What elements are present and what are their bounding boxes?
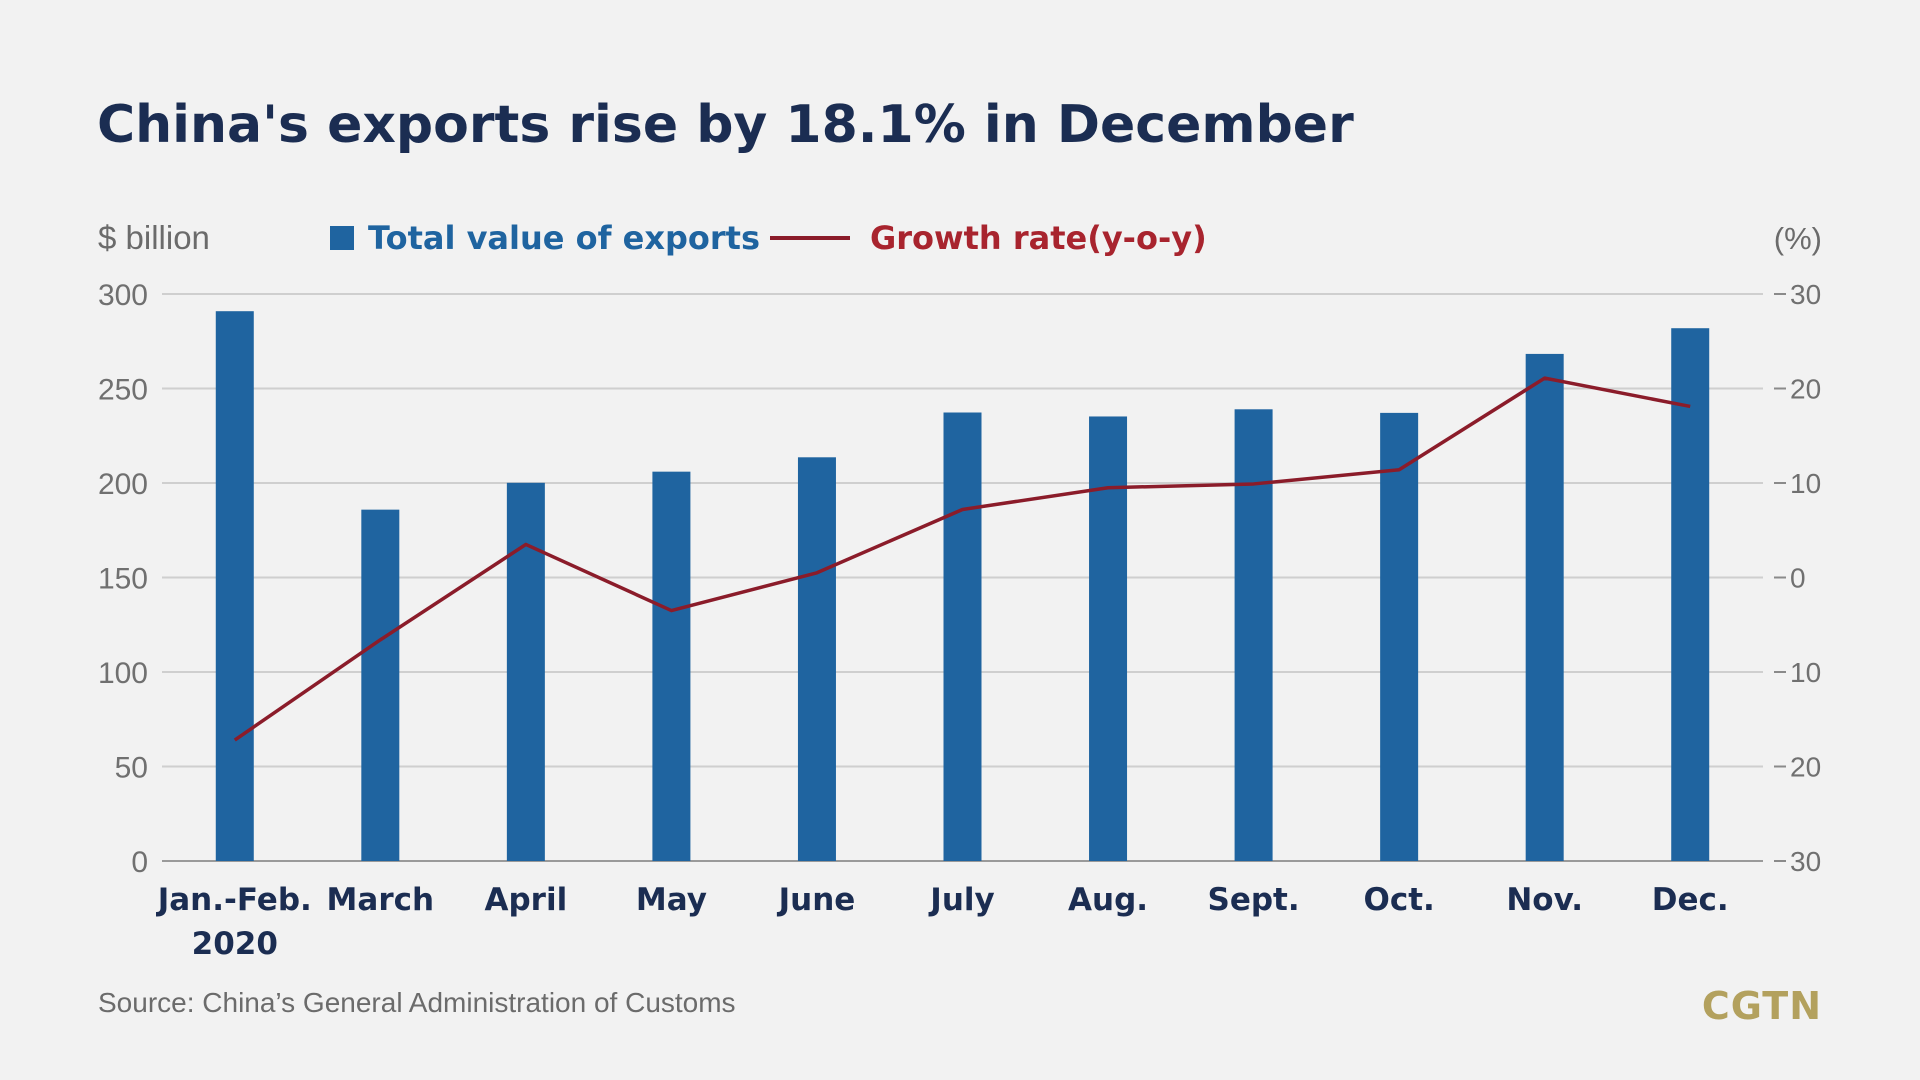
y2-tick-label-right: 20 [1790,374,1821,405]
x-tick-label: July [928,882,994,918]
x-tick-label: Aug. [1068,882,1148,918]
x-tick-label: May [636,882,707,918]
bar-0 [215,311,254,862]
y-tick-label-left: 50 [115,752,148,785]
x-tick-label: Jan.-Feb. 2020 [156,882,312,962]
bar-2 [506,482,545,861]
y2-tick-label-right: 30 [1790,846,1821,877]
x-tick-label: Dec. [1652,882,1729,918]
legend-label-growth: Growth rate(y-o-y) [870,219,1207,257]
bar-3 [652,471,691,861]
y2-tick-label-right: 10 [1790,468,1821,499]
bar-5 [943,412,982,861]
right-axis-unit: (%) [1773,221,1822,256]
y-tick-label-left: 100 [98,657,148,690]
y-tick-label-left: 150 [98,563,148,596]
y2-tick-label-right: 20 [1790,752,1821,783]
x-tick-label: Sept. [1208,882,1300,918]
legend-item-growth: Growth rate(y-o-y) [770,218,1207,258]
x-tick-label: Nov. [1506,882,1583,918]
bar-4 [797,457,836,861]
legend-label-exports: Total value of exports [368,219,761,257]
y2-tick-label-right: 30 [1790,279,1821,310]
x-tick-label: March [327,882,435,918]
bar-9 [1525,353,1564,861]
x-tick-label: April [484,882,567,918]
chart-title: China's exports rise by 18.1% in Decembe… [97,95,1354,155]
x-tick-label: Oct. [1363,882,1434,918]
bar-8 [1380,412,1419,861]
cgtn-logo: CGTN [1701,984,1822,1028]
y-tick-label-left: 0 [131,846,148,879]
y-tick-label-left: 300 [98,279,148,312]
y-tick-label-left: 200 [98,468,148,501]
y2-tick-label-right: 0 [1790,563,1806,594]
bar-7 [1234,409,1273,861]
bar-6 [1089,416,1128,861]
x-tick-label: June [777,882,856,918]
source-note: Source: China’s General Administration o… [98,987,736,1018]
legend-swatch-line [770,236,850,240]
y-tick-label-left: 250 [98,374,148,407]
legend-item-exports: Total value of exports [330,218,760,258]
y2-tick-label-right: 10 [1790,657,1821,688]
bar-10 [1671,328,1710,862]
legend-swatch-bar [330,226,354,250]
bar-1 [361,509,400,861]
left-axis-unit: $ billion [98,219,210,256]
